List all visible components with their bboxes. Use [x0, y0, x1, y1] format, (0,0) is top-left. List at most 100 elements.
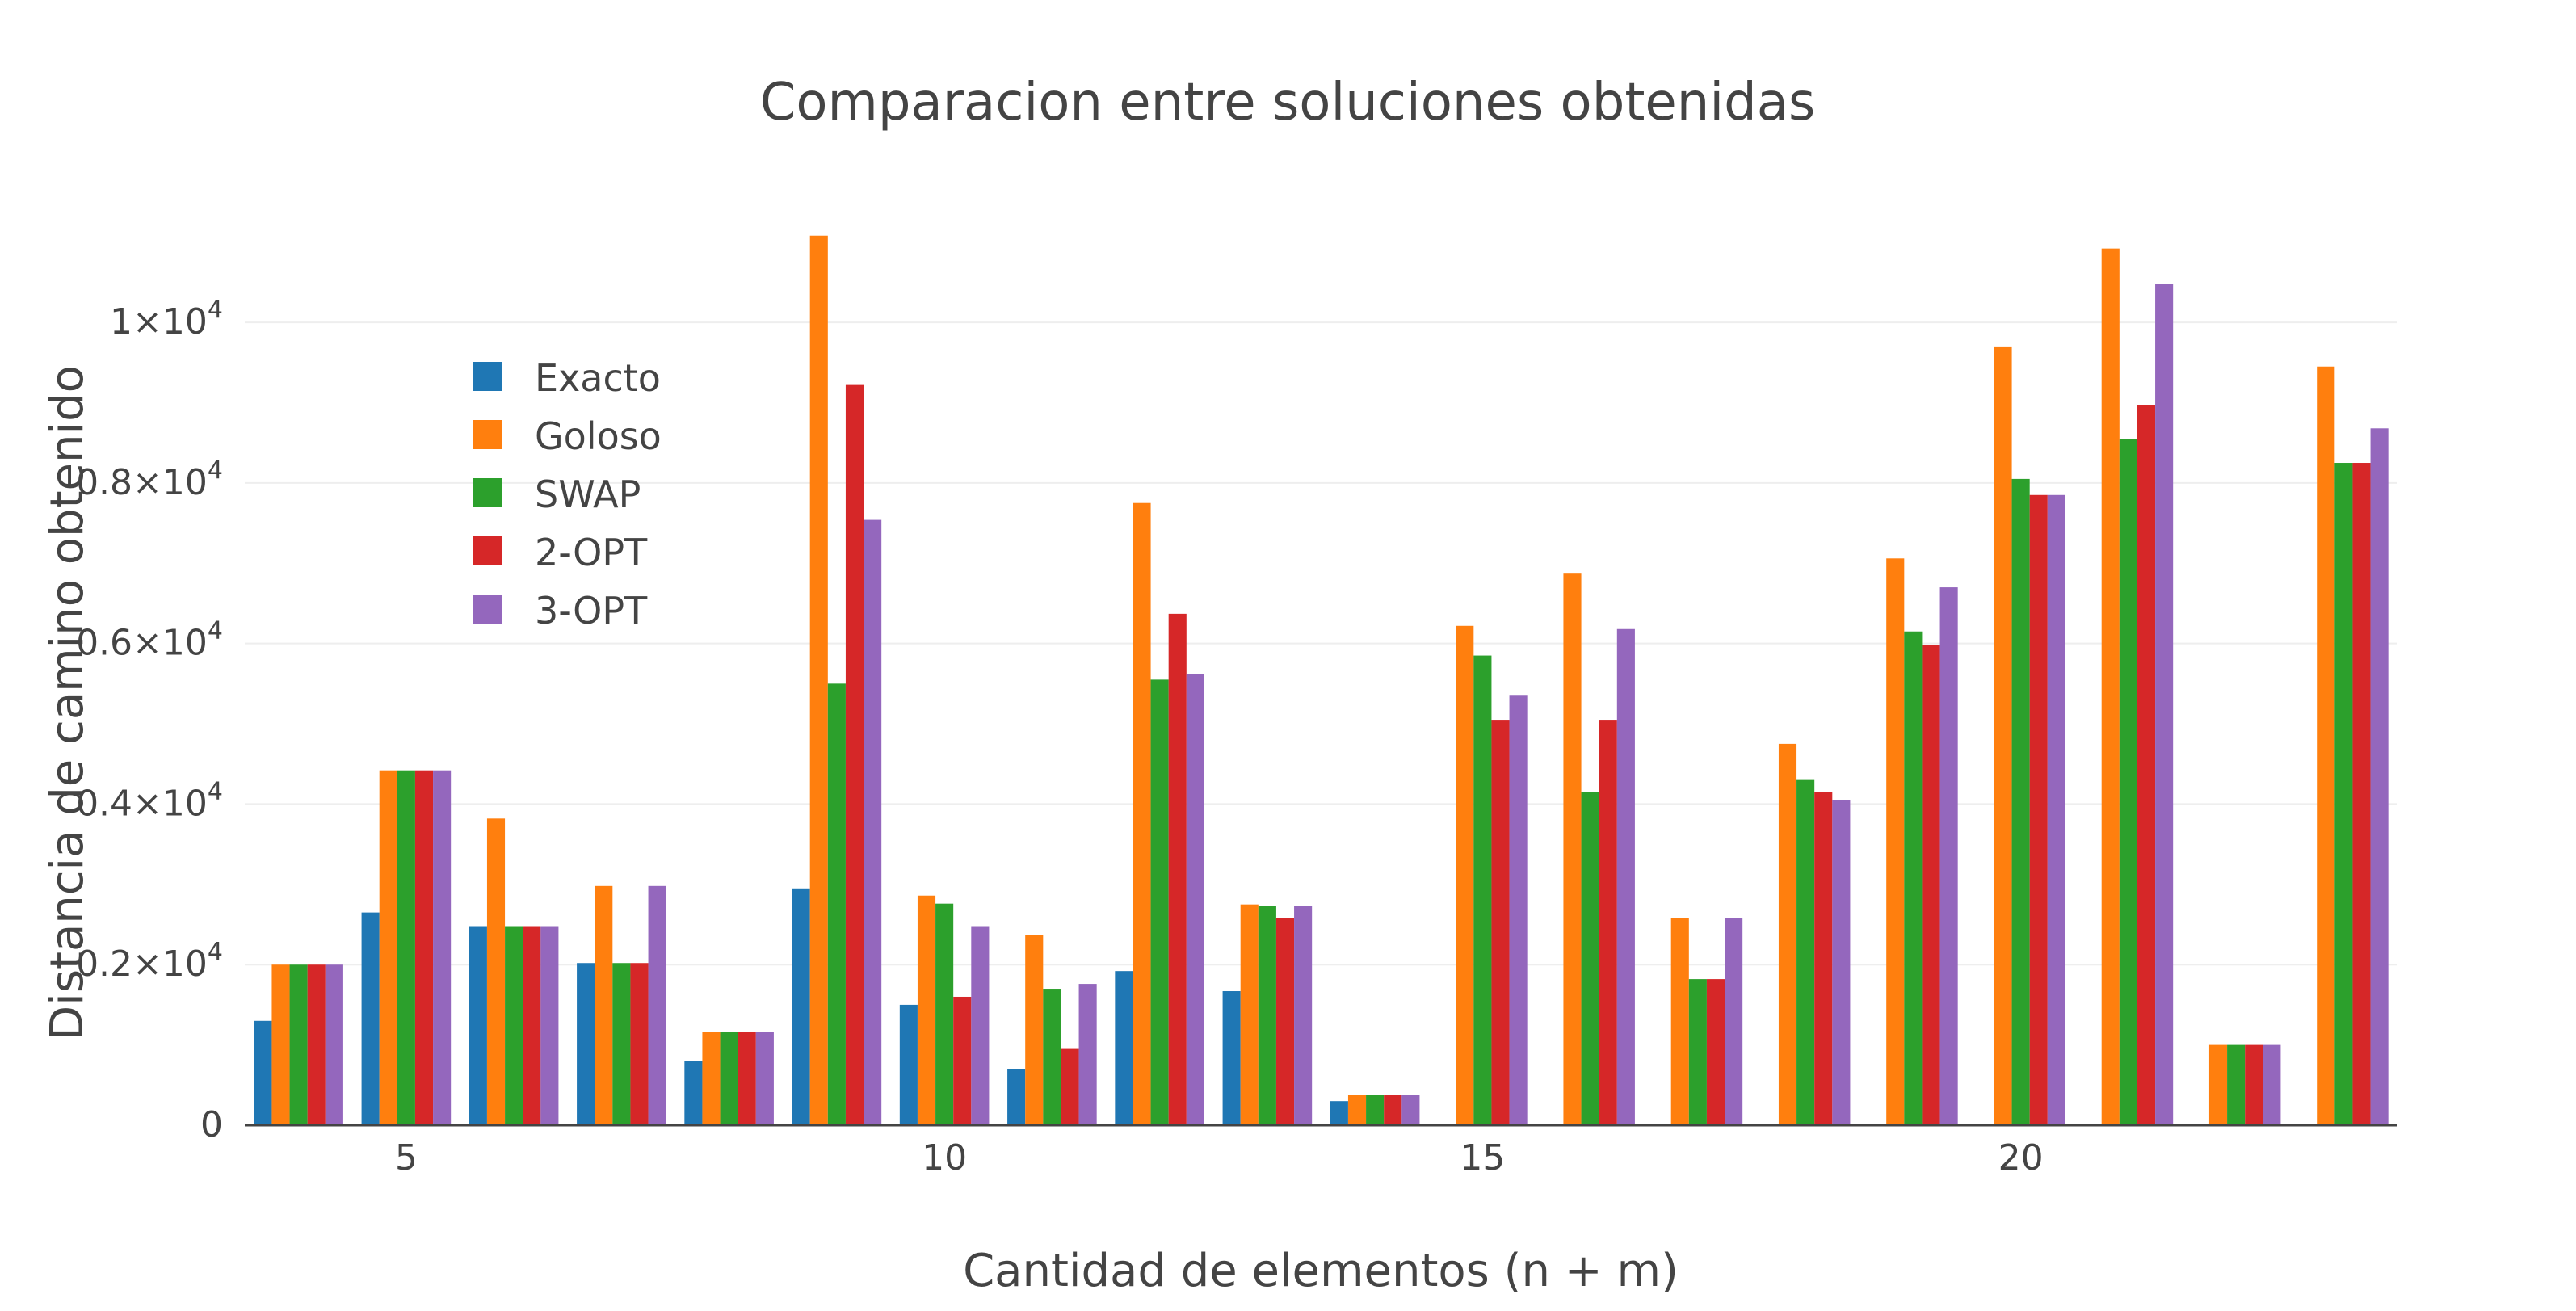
- legend-swatch: [473, 420, 502, 449]
- bar-swap-17: [1688, 979, 1707, 1125]
- bar-2-opt-17: [1706, 979, 1725, 1125]
- legend-label: 3-OPT: [535, 589, 648, 632]
- bar-goloso-15: [1456, 625, 1474, 1125]
- bar-3-opt-4: [325, 964, 343, 1125]
- bar-3-opt-23: [2370, 428, 2389, 1125]
- bar-swap-23: [2334, 463, 2353, 1125]
- bar-goloso-23: [2317, 366, 2335, 1125]
- bar-exacto-9: [792, 888, 810, 1125]
- bar-swap-7: [612, 963, 631, 1125]
- bar-goloso-16: [1563, 573, 1582, 1125]
- x-axis-ticks: 5 10 15 20: [395, 1137, 2044, 1179]
- bar-swap-14: [1366, 1095, 1385, 1125]
- bar-goloso-22: [2208, 1044, 2228, 1125]
- legend-swatch: [473, 536, 502, 565]
- x-tick-label: 10: [922, 1137, 967, 1179]
- bar-2-opt-15: [1491, 720, 1510, 1125]
- y-tick-label: 0.6×104: [76, 617, 223, 664]
- bar-2-opt-18: [1814, 792, 1833, 1125]
- bar-goloso-17: [1670, 918, 1689, 1125]
- bar-swap-11: [1043, 989, 1061, 1125]
- bar-2-opt-20: [2029, 494, 2048, 1125]
- bar-2-opt-6: [523, 926, 541, 1125]
- bar-3-opt-13: [1294, 906, 1313, 1125]
- bar-2-opt-23: [2352, 463, 2371, 1125]
- bar-2-opt-21: [2137, 405, 2156, 1126]
- bar-exacto-5: [361, 912, 380, 1125]
- chart-title: Comparacion entre soluciones obtenidas: [760, 73, 1816, 132]
- bar-2-opt-12: [1168, 613, 1187, 1125]
- bar-goloso-18: [1778, 743, 1797, 1125]
- bar-2-opt-9: [845, 384, 864, 1125]
- bar-3-opt-22: [2263, 1044, 2281, 1125]
- bar-exacto-11: [1007, 1069, 1026, 1125]
- y-tick-label: 1×104: [110, 296, 223, 342]
- bar-swap-21: [2119, 439, 2137, 1125]
- bar-3-opt-12: [1186, 674, 1204, 1125]
- bar-3-opt-6: [540, 926, 559, 1125]
- legend-swatch: [473, 362, 502, 391]
- bar-3-opt-10: [971, 926, 990, 1125]
- bar-exacto-4: [254, 1020, 272, 1125]
- legend-swatch: [473, 595, 502, 624]
- bar-3-opt-9: [864, 519, 882, 1125]
- legend-swatch: [473, 478, 502, 507]
- x-tick-label: 15: [1460, 1137, 1505, 1179]
- bar-3-opt-18: [1832, 800, 1851, 1125]
- bar-goloso-19: [1886, 558, 1905, 1125]
- bar-swap-9: [827, 683, 846, 1125]
- bar-2-opt-14: [1384, 1095, 1402, 1125]
- bar-swap-13: [1258, 906, 1276, 1125]
- bar-goloso-10: [917, 895, 936, 1125]
- bar-goloso-9: [809, 235, 828, 1125]
- bar-2-opt-19: [1922, 645, 1940, 1125]
- bar-2-opt-7: [630, 963, 649, 1125]
- legend-label: Exacto: [535, 356, 661, 400]
- bar-swap-20: [2011, 478, 2030, 1125]
- legend-label: SWAP: [535, 473, 641, 516]
- x-axis-title: Cantidad de elementos (n + m): [963, 1245, 1679, 1297]
- y-tick-label: 0.4×104: [76, 777, 223, 824]
- bar-swap-8: [720, 1032, 738, 1125]
- bar-swap-18: [1796, 779, 1815, 1125]
- x-tick-label: 20: [1998, 1137, 2044, 1179]
- y-axis-ticks: 0 0.2×104 0.4×104 0.6×104 0.8×104 1×104: [76, 296, 223, 1145]
- bar-goloso-5: [379, 770, 397, 1125]
- bar-2-opt-10: [953, 996, 972, 1125]
- bar-swap-12: [1150, 679, 1169, 1125]
- y-tick-label: 0: [200, 1104, 223, 1145]
- bar-goloso-14: [1347, 1095, 1367, 1125]
- bar-2-opt-13: [1275, 918, 1295, 1125]
- y-tick-label: 0.2×104: [76, 938, 223, 985]
- bar-3-opt-15: [1509, 695, 1528, 1125]
- bar-3-opt-8: [755, 1032, 774, 1125]
- bar-goloso-6: [486, 818, 506, 1125]
- bar-swap-22: [2227, 1044, 2246, 1125]
- bar-exacto-10: [899, 1004, 918, 1125]
- bar-exacto-13: [1222, 991, 1241, 1125]
- bar-2-opt-8: [738, 1032, 756, 1125]
- bar-2-opt-22: [2245, 1044, 2263, 1125]
- bar-exacto-7: [577, 963, 595, 1125]
- bar-3-opt-16: [1616, 628, 1635, 1125]
- bar-2-opt-16: [1599, 720, 1617, 1125]
- bar-3-opt-14: [1401, 1095, 1420, 1125]
- bar-3-opt-17: [1725, 918, 1743, 1125]
- bar-swap-5: [397, 770, 415, 1125]
- bars: [254, 235, 2389, 1126]
- bar-swap-15: [1473, 655, 1492, 1125]
- legend: Exacto Goloso SWAP 2-OPT 3-OPT: [473, 356, 662, 632]
- bar-goloso-12: [1133, 502, 1151, 1125]
- bar-goloso-4: [271, 964, 290, 1125]
- bar-swap-10: [935, 903, 954, 1125]
- bar-3-opt-5: [433, 770, 452, 1125]
- bar-goloso-21: [2101, 248, 2120, 1125]
- bar-exacto-12: [1115, 971, 1133, 1125]
- y-axis-title: Distancia de camino obtenido: [41, 365, 94, 1040]
- legend-label: Goloso: [535, 414, 662, 458]
- bar-exacto-6: [469, 926, 487, 1125]
- bar-swap-16: [1581, 792, 1599, 1125]
- bar-3-opt-11: [1078, 984, 1097, 1125]
- bar-goloso-13: [1240, 904, 1259, 1125]
